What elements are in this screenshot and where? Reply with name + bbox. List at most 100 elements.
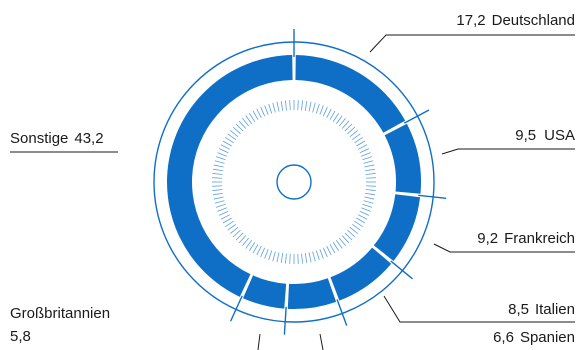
inner-tick xyxy=(365,173,376,175)
inner-tick xyxy=(260,247,266,258)
inner-tick xyxy=(304,253,308,264)
inner-tick-ring xyxy=(212,100,376,264)
boundary-spike-grossbritannien xyxy=(283,306,287,335)
leader-line-usa xyxy=(441,148,575,155)
inner-tick xyxy=(364,164,375,168)
inner-tick xyxy=(264,105,269,115)
inner-tick xyxy=(272,102,276,113)
inner-tick xyxy=(354,220,363,227)
inner-tick xyxy=(365,192,376,196)
inner-tick xyxy=(280,100,284,111)
boundary-spike-spanien xyxy=(336,299,348,326)
inner-tick xyxy=(297,100,299,111)
inner-tick xyxy=(339,237,346,246)
inner-tick xyxy=(312,251,316,262)
inner-tick xyxy=(217,207,227,212)
segment-grossbritannien xyxy=(242,275,287,309)
segment-italien xyxy=(330,247,392,301)
inner-tick xyxy=(364,196,375,200)
leader-lines xyxy=(10,34,575,350)
inner-tick xyxy=(297,253,299,264)
inner-tick xyxy=(260,106,266,117)
inner-tick xyxy=(365,177,376,179)
inner-tick xyxy=(344,123,353,132)
labels: 17,2 Deutschland 9,5 USA 9,2 Frankreich 8,5… xyxy=(10,12,575,346)
center-circle xyxy=(276,164,312,200)
inner-tick xyxy=(212,168,223,172)
inner-tick xyxy=(354,137,363,144)
inner-tick xyxy=(357,214,368,220)
inner-tick xyxy=(359,148,370,154)
inner-tick xyxy=(235,232,244,241)
inner-tick xyxy=(315,250,320,261)
inner-tick xyxy=(227,223,236,231)
inner-tick xyxy=(329,244,336,254)
inner-tick xyxy=(289,253,291,264)
inner-tick xyxy=(232,126,241,135)
leader-line-deutschland xyxy=(369,34,575,53)
inner-tick xyxy=(218,148,229,154)
inner-tick xyxy=(235,123,244,132)
outer-ring xyxy=(153,41,435,323)
inner-tick xyxy=(362,203,373,208)
inner-tick xyxy=(225,137,234,144)
inner-tick xyxy=(238,235,247,244)
inner-tick xyxy=(212,177,223,179)
inner-tick xyxy=(301,100,303,111)
inner-tick xyxy=(212,192,223,196)
label-frankreich: 9,2 Frankreich xyxy=(477,230,575,247)
inner-tick xyxy=(215,156,226,161)
inner-tick xyxy=(214,200,225,204)
segments xyxy=(166,55,421,309)
inner-tick xyxy=(329,110,336,120)
inner-tick xyxy=(249,242,256,251)
inner-tick xyxy=(289,100,291,111)
inner-tick xyxy=(332,242,339,251)
inner-tick xyxy=(285,100,287,111)
inner-tick xyxy=(361,152,371,157)
label-usa: 9,5 USA xyxy=(515,127,575,144)
label-grossbritannien-value: 5,8 xyxy=(10,328,31,345)
segment-spanien xyxy=(287,278,337,309)
inner-tick xyxy=(276,252,280,263)
inner-tick xyxy=(242,237,249,246)
inner-tick xyxy=(220,214,231,220)
inner-tick xyxy=(352,133,361,141)
inner-tick xyxy=(218,210,229,216)
inner-tick xyxy=(365,185,376,187)
inner-tick xyxy=(252,244,259,254)
inner-tick xyxy=(215,203,226,208)
inner-tick xyxy=(276,101,280,112)
inner-tick xyxy=(356,217,366,224)
inner-tick xyxy=(220,144,231,150)
inner-tick xyxy=(356,140,366,147)
inner-tick xyxy=(245,240,253,249)
inner-tick xyxy=(256,108,262,119)
inner-tick xyxy=(304,100,308,111)
inner-tick xyxy=(365,168,376,172)
inner-tick xyxy=(249,113,256,122)
leader-line-frankreich xyxy=(433,243,575,253)
inner-tick xyxy=(222,140,232,147)
inner-tick xyxy=(312,102,316,113)
inner-tick xyxy=(230,227,239,234)
boundary-spike-usa xyxy=(403,109,430,124)
inner-tick xyxy=(308,101,312,112)
inner-tick xyxy=(362,156,373,161)
inner-tick xyxy=(363,200,374,204)
inner-tick xyxy=(308,252,312,263)
boundary-spikes xyxy=(229,29,447,335)
inner-tick xyxy=(214,160,225,164)
inner-tick xyxy=(212,173,223,175)
inner-tick xyxy=(361,207,371,212)
leader-tick-right xyxy=(319,333,324,350)
boundary-spike-italien xyxy=(390,260,413,280)
inner-tick xyxy=(349,227,358,234)
inner-tick xyxy=(319,105,324,115)
inner-tick xyxy=(359,210,370,216)
boundary-spike-sonstige xyxy=(229,295,243,322)
inner-tick xyxy=(230,130,239,137)
inner-tick xyxy=(212,189,223,191)
inner-tick xyxy=(212,185,223,187)
